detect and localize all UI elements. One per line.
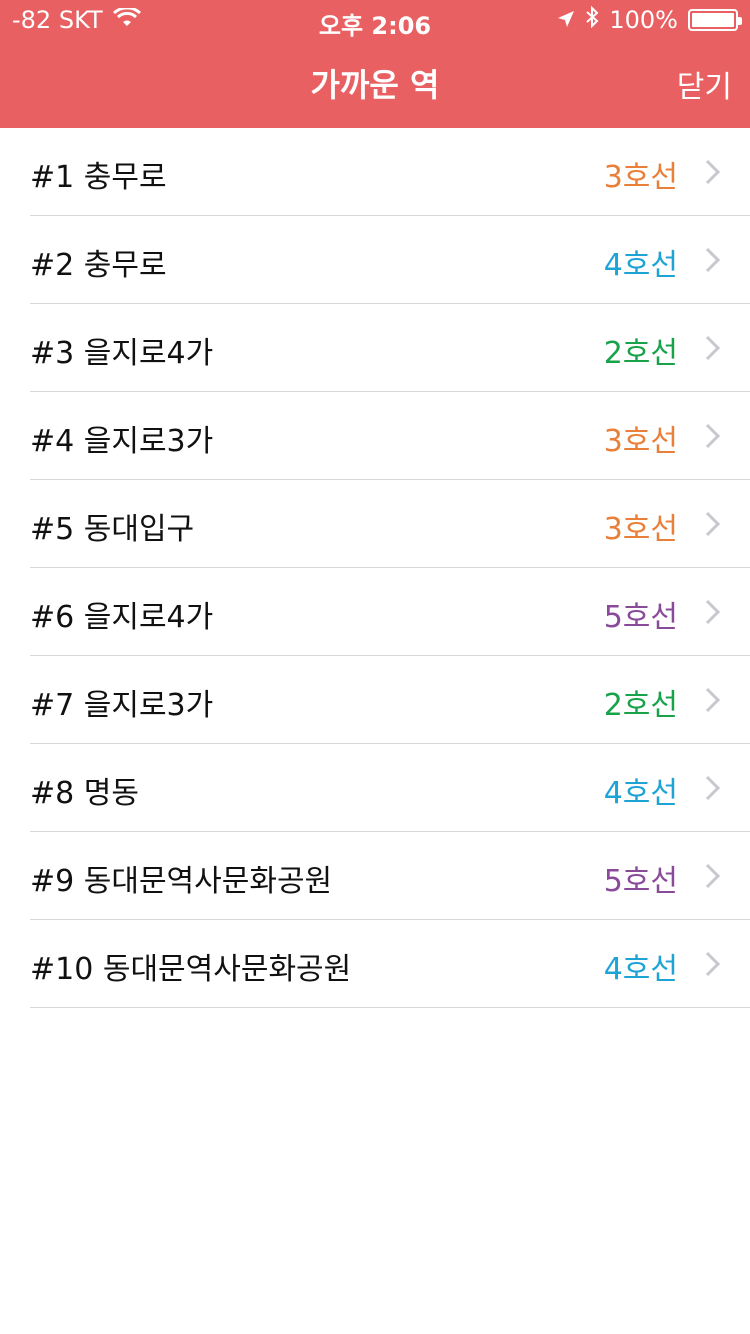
chevron-right-icon [705, 775, 721, 801]
wifi-icon [112, 6, 141, 34]
station-row[interactable]: #10 동대문역사문화공원 4호선 [0, 920, 750, 1008]
row-divider [30, 1007, 750, 1008]
station-name: #5 동대입구 [30, 512, 195, 547]
station-name: #3 을지로4가 [30, 336, 214, 371]
station-row[interactable]: #7 을지로3가 2호선 [0, 656, 750, 744]
line-label: 3호선 [603, 512, 678, 547]
station-row[interactable]: #1 충무로 3호선 [0, 128, 750, 216]
station-row[interactable]: #3 을지로4가 2호선 [0, 304, 750, 392]
station-name: #1 충무로 [30, 160, 167, 195]
line-label: 3호선 [603, 160, 678, 195]
row-divider [30, 567, 750, 568]
station-name: #6 을지로4가 [30, 600, 214, 635]
battery-fill [692, 13, 734, 27]
line-label: 4호선 [603, 952, 678, 987]
station-row[interactable]: #6 을지로4가 5호선 [0, 568, 750, 656]
chevron-right-icon [705, 863, 721, 889]
status-time: 오후 2:06 [318, 12, 432, 40]
station-row[interactable]: #2 충무로 4호선 [0, 216, 750, 304]
row-divider [30, 303, 750, 304]
station-row[interactable]: #8 명동 4호선 [0, 744, 750, 832]
chevron-right-icon [705, 511, 721, 537]
row-divider [30, 215, 750, 216]
station-name: #10 동대문역사문화공원 [30, 952, 352, 987]
status-right: 100% [557, 5, 742, 34]
line-label: 3호선 [603, 424, 678, 459]
page-title: 가까운 역 [310, 66, 440, 104]
station-name: #2 충무로 [30, 248, 167, 283]
location-arrow-icon [557, 6, 575, 34]
row-divider [30, 743, 750, 744]
chevron-right-icon [705, 423, 721, 449]
station-row[interactable]: #4 을지로3가 3호선 [0, 392, 750, 480]
line-label: 4호선 [603, 776, 678, 811]
line-label: 5호선 [603, 600, 678, 635]
chevron-right-icon [705, 687, 721, 713]
line-label: 4호선 [603, 248, 678, 283]
chevron-right-icon [705, 335, 721, 361]
station-row[interactable]: #9 동대문역사문화공원 5호선 [0, 832, 750, 920]
chevron-right-icon [705, 247, 721, 273]
battery-cap [738, 17, 742, 25]
carrier-label: -82 SKT [12, 6, 103, 34]
row-divider [30, 919, 750, 920]
bluetooth-icon [585, 5, 599, 34]
station-name: #9 동대문역사문화공원 [30, 864, 333, 899]
row-divider [30, 479, 750, 480]
line-label: 2호선 [603, 688, 678, 723]
line-label: 5호선 [603, 864, 678, 899]
chevron-right-icon [705, 159, 721, 185]
status-left: -82 SKT [12, 6, 141, 34]
row-divider [30, 831, 750, 832]
station-name: #7 을지로3가 [30, 688, 214, 723]
station-row[interactable]: #5 동대입구 3호선 [0, 480, 750, 568]
row-divider [30, 655, 750, 656]
station-name: #8 명동 [30, 776, 139, 811]
row-divider [30, 391, 750, 392]
battery-percent: 100% [609, 6, 678, 34]
close-button[interactable]: 닫기 [676, 70, 732, 105]
station-list: #1 충무로 3호선 #2 충무로 4호선 #3 을지로4가 2호선 #4 을지로3가 3호선… [0, 128, 750, 1008]
chevron-right-icon [705, 599, 721, 625]
line-label: 2호선 [603, 336, 678, 371]
station-name: #4 을지로3가 [30, 424, 214, 459]
battery-icon [688, 9, 742, 31]
chevron-right-icon [705, 951, 721, 977]
header: -82 SKT 오후 2:06 100% [0, 0, 750, 128]
status-bar: -82 SKT 오후 2:06 100% [0, 0, 750, 40]
